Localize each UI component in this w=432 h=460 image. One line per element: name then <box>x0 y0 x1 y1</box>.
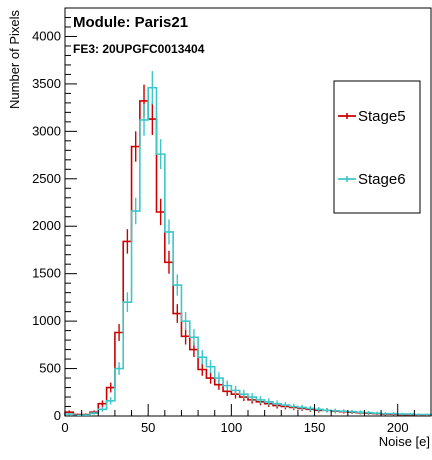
x-tick-label: 0 <box>61 420 68 435</box>
legend-entries: Stage5 Stage6 <box>338 108 406 188</box>
y-tick-label: 3000 <box>32 123 61 138</box>
y-tick-label: 0 <box>54 408 61 423</box>
x-tick-label: 100 <box>221 420 243 435</box>
legend-label: Stage6 <box>358 171 406 188</box>
x-axis-label: Noise [e] <box>379 434 430 449</box>
y-tick-label: 3500 <box>32 76 61 91</box>
chart-subtitle: FE3: 20UPGFC0013404 <box>73 42 205 56</box>
y-axis: 0 500 1000 1500 2000 2500 3000 3500 4000 <box>32 7 77 423</box>
series-line <box>64 86 432 417</box>
legend: Stage5 Stage6 <box>333 80 421 214</box>
x-tick-label: 150 <box>304 420 326 435</box>
x-axis: 0 50 100 150 200 <box>61 404 432 435</box>
series-stage6 <box>64 70 432 417</box>
y-tick-label: 1000 <box>32 313 61 328</box>
y-axis-label: Number of Pixels <box>7 10 22 109</box>
y-tick-label: 2500 <box>32 171 61 186</box>
x-tick-label: 50 <box>141 420 155 435</box>
x-tick-label: 200 <box>387 420 409 435</box>
y-tick-label: 1500 <box>32 266 61 281</box>
legend-entry-stage5: Stage5 <box>338 108 406 125</box>
legend-entry-stage6: Stage6 <box>338 171 406 188</box>
y-tick-label: 4000 <box>32 28 61 43</box>
legend-box <box>333 80 421 214</box>
y-tick-label: 2000 <box>32 218 61 233</box>
y-tick-label: 500 <box>39 361 61 376</box>
chart-title: Module: Paris21 <box>73 14 188 31</box>
legend-label: Stage5 <box>358 108 406 125</box>
